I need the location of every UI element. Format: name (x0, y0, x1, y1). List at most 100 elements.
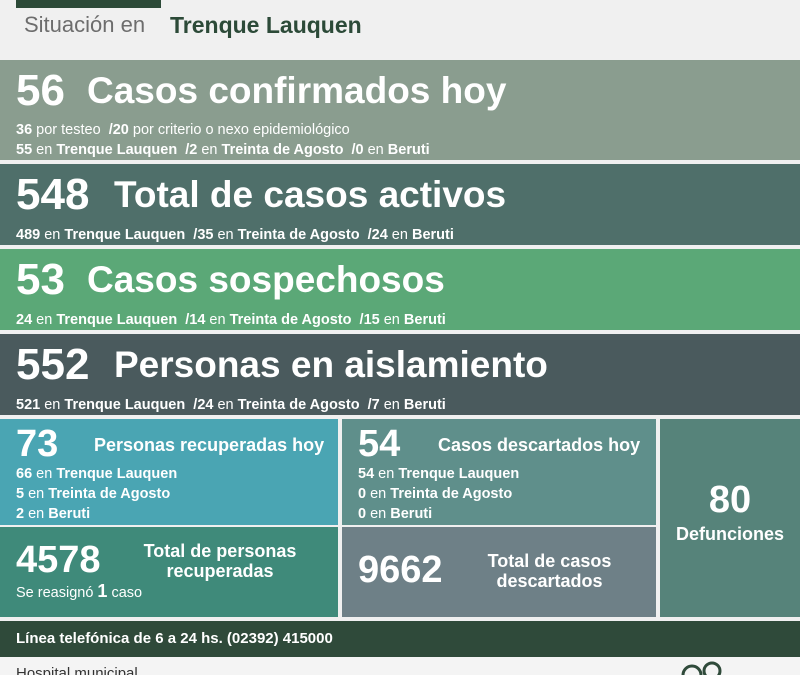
count: 80 (708, 479, 752, 521)
header-place: Trenque Lauquen (170, 12, 362, 38)
segment: 66 (16, 466, 33, 482)
count: 548 (16, 170, 90, 219)
segment: en (363, 142, 388, 158)
logo (681, 661, 722, 675)
count: 73 (16, 423, 59, 465)
segment: caso (107, 585, 143, 601)
detail-line: 55 en Trenque Lauquen /2 en Treinta de A… (16, 140, 430, 160)
summary-row: 53 Casos sospechosos 24 en Trenque Lauquen… (0, 249, 800, 330)
count: 56 (16, 66, 65, 115)
summary-row: 56 Casos confirmados hoy 36 por testeo /20… (0, 60, 800, 160)
discarded-today: 54 Casos descartados hoy 54 en Trenque L… (342, 419, 656, 525)
segment: /7 (359, 397, 380, 413)
segment: en (205, 312, 230, 328)
detail-line: 66 en Trenque Lauquen (16, 464, 177, 484)
count: 54 (358, 423, 401, 465)
title: Casos sospechosos (87, 259, 445, 300)
segment: en (213, 227, 238, 243)
segment: en (366, 486, 391, 502)
segment: /35 (185, 227, 214, 243)
segment: Trenque Lauquen (56, 466, 178, 482)
header-prefix: Situación en (24, 12, 146, 37)
segment: por criterio o nexo epidemiológico (128, 122, 350, 138)
count: 552 (16, 340, 90, 389)
segment: en (32, 312, 57, 328)
segment: /14 (177, 312, 206, 328)
segment: 2 (16, 506, 25, 522)
detail-line: 2 en Beruti (16, 504, 177, 524)
segment: Treinta de Agosto (221, 142, 344, 158)
segment: Trenque Lauquen (398, 466, 520, 482)
details: 36 por testeo /20 por criterio o nexo ep… (16, 120, 430, 160)
segment: Treinta de Agosto (237, 227, 360, 243)
segment: Treinta de Agosto (48, 486, 171, 502)
segment: Trenque Lauquen (56, 142, 178, 158)
segment: en (379, 397, 404, 413)
segment: en (40, 227, 65, 243)
segment: 489 (16, 227, 41, 243)
segment: en (379, 312, 404, 328)
recovered-total: 4578 Total de personas recuperadas Se re… (0, 527, 338, 617)
details: Se reasignó 1 caso (16, 581, 142, 603)
summary-row: 548 Total de casos activos 489 en Trenque … (0, 164, 800, 245)
detail-line: 0 en Treinta de Agosto (358, 484, 519, 504)
title: Casos descartados hoy (438, 435, 641, 455)
segment: 36 (16, 122, 33, 138)
segment: 24 (16, 312, 33, 328)
header-accent (16, 0, 161, 8)
segment: /2 (177, 142, 198, 158)
segment: 0 (358, 506, 367, 522)
phone-bar: Línea telefónica de 6 a 24 hs. (02392) 4… (0, 621, 800, 657)
segment: 54 (358, 466, 375, 482)
segment: /24 (185, 397, 214, 413)
segment: en (387, 227, 412, 243)
label: Defunciones (675, 524, 785, 544)
segment: en (32, 142, 57, 158)
detail-line: Se reasignó 1 caso (16, 581, 142, 603)
title: Total de casos descartados (487, 551, 612, 591)
segment: en (24, 506, 49, 522)
title: Personas recuperadas hoy (94, 435, 325, 455)
segment: 55 (16, 142, 33, 158)
segment: Beruti (411, 227, 454, 243)
title: Total de casos activos (114, 174, 507, 215)
segment: Trenque Lauquen (56, 312, 178, 328)
details: 24 en Trenque Lauquen /14 en Treinta de … (16, 310, 446, 330)
discarded-total: 9662 Total de casos descartados (342, 527, 656, 617)
details: 489 en Trenque Lauquen /35 en Treinta de… (16, 225, 454, 245)
segment: /20 (108, 122, 129, 138)
segment: 521 (16, 397, 41, 413)
detail-line: 36 por testeo /20 por criterio o nexo ep… (16, 120, 430, 140)
title: Casos confirmados hoy (87, 70, 507, 111)
segment: Beruti (390, 506, 433, 522)
segment: Treinta de Agosto (237, 397, 360, 413)
phone: Línea telefónica de 6 a 24 hs. (02392) 4… (16, 630, 333, 647)
detail-line: 5 en Treinta de Agosto (16, 484, 177, 504)
count: 4578 (16, 539, 101, 581)
segment: Treinta de Agosto (229, 312, 352, 328)
segment: Trenque Lauquen (64, 227, 186, 243)
segment: Beruti (403, 397, 446, 413)
segment: en (366, 506, 391, 522)
title: Personas en aislamiento (114, 344, 548, 385)
segment: Beruti (48, 506, 91, 522)
segment: por testeo (32, 122, 109, 138)
deaths: 80 Defunciones (660, 419, 800, 617)
detail-line: 0 en Beruti (358, 504, 519, 524)
count: 9662 (358, 549, 443, 591)
segment: en (197, 142, 222, 158)
title: Total de personas recuperadas (143, 541, 297, 581)
segment: Beruti (403, 312, 446, 328)
segment: Se reasignó (16, 585, 98, 601)
footer: Hospital municipal (0, 657, 800, 675)
segment: /24 (359, 227, 388, 243)
segment: en (40, 397, 65, 413)
segment: Beruti (387, 142, 430, 158)
segment: en (32, 466, 57, 482)
recovered-today: 73 Personas recuperadas hoy 66 en Trenqu… (0, 419, 338, 525)
detail-line: 54 en Trenque Lauquen (358, 464, 519, 484)
details: 54 en Trenque Lauquen 0 en Treinta de Ago… (358, 464, 519, 524)
segment: en (24, 486, 49, 502)
details: 521 en Trenque Lauquen /24 en Treinta de… (16, 395, 446, 415)
segment: 0 (358, 486, 367, 502)
